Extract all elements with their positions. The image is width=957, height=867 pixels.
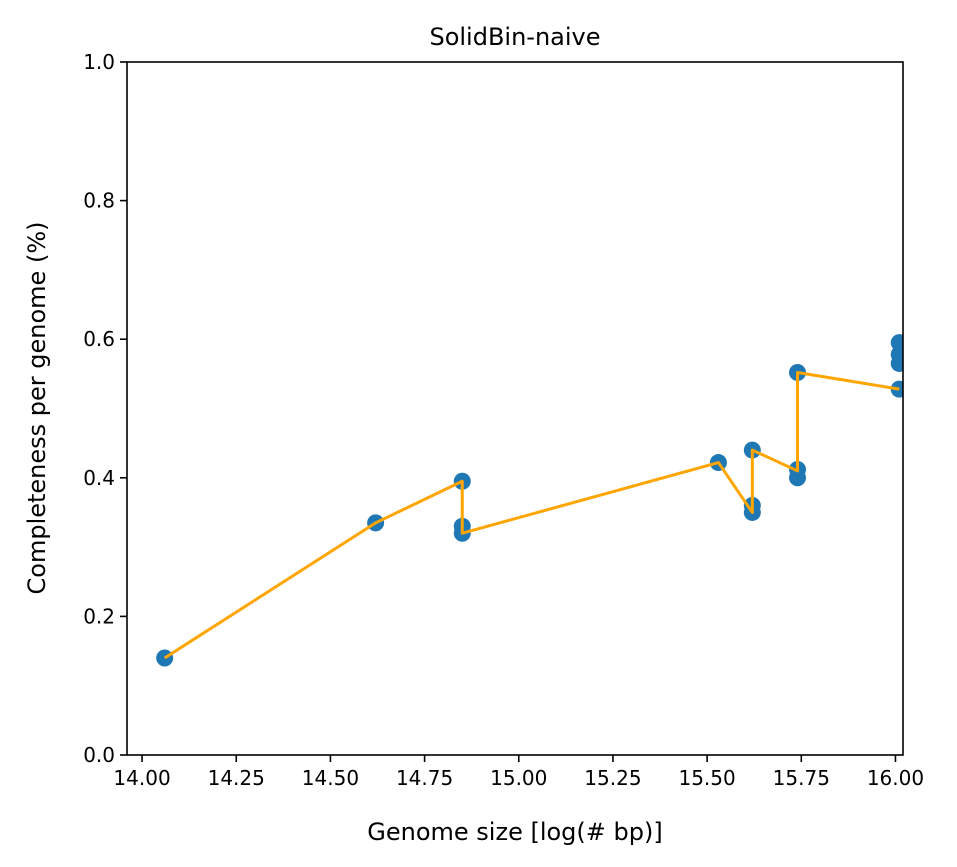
x-tick-label: 15.25	[584, 766, 641, 790]
y-tick-label: 0.2	[83, 604, 115, 628]
y-tick-label: 0.6	[83, 327, 115, 351]
x-tick-label: 16.00	[867, 766, 924, 790]
plot-clip-group	[156, 334, 903, 667]
x-tick-label: 14.00	[113, 766, 170, 790]
y-tick-label: 0.0	[83, 743, 115, 767]
y-axis-label: Completeness per genome (%)	[23, 222, 51, 595]
x-tick-label: 14.75	[396, 766, 453, 790]
x-tick-label: 15.00	[490, 766, 547, 790]
x-tick-label: 15.75	[773, 766, 830, 790]
x-tick-label: 14.25	[208, 766, 265, 790]
data-point	[890, 354, 903, 372]
plot-area	[156, 334, 903, 667]
x-tick-label: 14.50	[302, 766, 359, 790]
data-point	[789, 469, 807, 487]
chart-title: SolidBin-naive	[429, 23, 600, 51]
y-tick-label: 0.8	[83, 189, 115, 213]
trend-line	[163, 370, 900, 660]
y-ticks: 0.0 0.2 0.4 0.6 0.8 1.0	[83, 50, 127, 767]
y-tick-label: 1.0	[83, 50, 115, 74]
axes-frame	[126, 61, 904, 756]
x-tick-label: 15.50	[678, 766, 735, 790]
x-axis-label: Genome size [log(# bp)]	[367, 818, 662, 846]
y-tick-label: 0.4	[83, 466, 115, 490]
x-ticks: 14.00 14.25 14.50 14.75 15.00 15.25 15.50 15.75…	[113, 755, 924, 790]
